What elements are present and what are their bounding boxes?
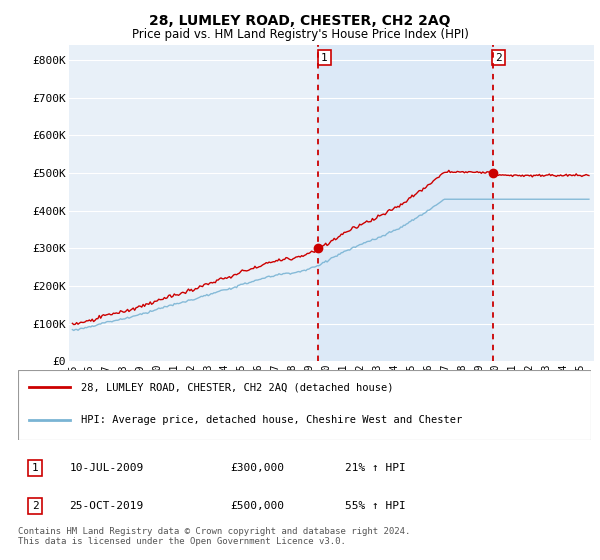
Text: 21% ↑ HPI: 21% ↑ HPI <box>344 463 406 473</box>
Text: 55% ↑ HPI: 55% ↑ HPI <box>344 501 406 511</box>
Text: Price paid vs. HM Land Registry's House Price Index (HPI): Price paid vs. HM Land Registry's House … <box>131 28 469 41</box>
Text: £300,000: £300,000 <box>230 463 284 473</box>
Text: 28, LUMLEY ROAD, CHESTER, CH2 2AQ: 28, LUMLEY ROAD, CHESTER, CH2 2AQ <box>149 14 451 28</box>
Text: 1: 1 <box>32 463 38 473</box>
Text: 10-JUL-2009: 10-JUL-2009 <box>70 463 144 473</box>
Text: 2: 2 <box>495 53 502 63</box>
Text: HPI: Average price, detached house, Cheshire West and Chester: HPI: Average price, detached house, Ches… <box>81 415 462 425</box>
Bar <box>319 45 493 361</box>
Text: Contains HM Land Registry data © Crown copyright and database right 2024.
This d: Contains HM Land Registry data © Crown c… <box>18 526 410 546</box>
FancyBboxPatch shape <box>18 370 591 440</box>
Text: 25-OCT-2019: 25-OCT-2019 <box>70 501 144 511</box>
Text: 28, LUMLEY ROAD, CHESTER, CH2 2AQ (detached house): 28, LUMLEY ROAD, CHESTER, CH2 2AQ (detac… <box>81 382 394 392</box>
Text: £500,000: £500,000 <box>230 501 284 511</box>
Text: 2: 2 <box>32 501 38 511</box>
Text: 1: 1 <box>321 53 328 63</box>
